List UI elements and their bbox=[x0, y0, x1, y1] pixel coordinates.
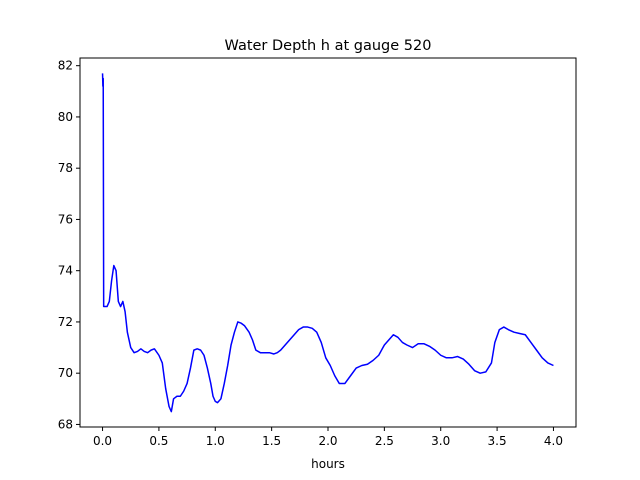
y-tick-label: 82 bbox=[58, 59, 73, 73]
y-tick-label: 74 bbox=[58, 264, 73, 278]
x-tick-label: 3.5 bbox=[488, 434, 507, 448]
x-tick-label: 3.0 bbox=[431, 434, 450, 448]
x-tick-label: 1.5 bbox=[262, 434, 281, 448]
x-tick-label: 4.0 bbox=[544, 434, 563, 448]
x-tick-label: 1.0 bbox=[206, 434, 225, 448]
chart-title: Water Depth h at gauge 520 bbox=[225, 38, 432, 54]
x-axis: 0.0 0.5 1.0 1.5 2.0 2.5 3.0 3.5 4.0 bbox=[93, 427, 563, 448]
series-line bbox=[101, 73, 554, 413]
y-tick-label: 68 bbox=[58, 417, 73, 431]
x-tick-label: 2.5 bbox=[375, 434, 394, 448]
x-tick-label: 0.0 bbox=[93, 434, 112, 448]
y-tick-label: 70 bbox=[58, 366, 73, 380]
plot-area bbox=[101, 73, 554, 413]
x-tick-label: 2.0 bbox=[318, 434, 337, 448]
y-tick-label: 80 bbox=[58, 110, 73, 124]
y-axis: 68 70 72 74 76 78 80 82 bbox=[58, 59, 80, 431]
y-tick-label: 72 bbox=[58, 315, 73, 329]
y-tick-label: 76 bbox=[58, 212, 73, 226]
x-axis-label: hours bbox=[311, 457, 345, 471]
x-tick-label: 0.5 bbox=[149, 434, 168, 448]
plot-frame bbox=[79, 57, 577, 428]
y-tick-label: 78 bbox=[58, 161, 73, 175]
